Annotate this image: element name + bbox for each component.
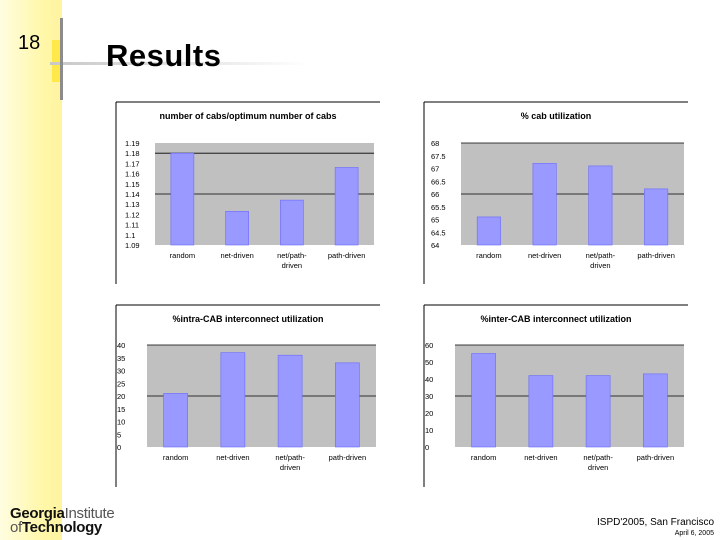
chart-title: %inter-CAB interconnect utilization: [480, 314, 631, 324]
y-tick-label: 1.11: [125, 221, 139, 230]
x-tick-label: path-driven: [637, 453, 675, 462]
y-tick-label: 64: [431, 241, 439, 250]
y-tick-label: 66: [431, 190, 439, 199]
bar: [280, 199, 304, 246]
accent-square: [52, 40, 62, 82]
y-tick-label: 67: [431, 165, 439, 174]
y-tick-label: 15: [117, 405, 125, 414]
y-tick-label: 65.5: [431, 203, 446, 212]
logo-word-institute: Institute: [64, 505, 115, 522]
bar: [277, 354, 303, 448]
chart-title: %intra-CAB interconnect utilization: [172, 314, 323, 324]
y-tick-label: 1.1: [125, 231, 135, 240]
x-tick-label: random: [471, 453, 496, 462]
y-tick-label: 1.13: [125, 200, 140, 209]
x-tick-label: net/path-: [277, 251, 307, 260]
accent-bar-horizontal: [50, 62, 310, 65]
bar: [170, 152, 195, 246]
y-tick-label: 65: [431, 216, 439, 225]
y-tick-label: 25: [117, 379, 125, 388]
y-tick-label: 40: [425, 375, 433, 384]
bar: [334, 167, 359, 246]
slide-number: 18: [18, 32, 41, 54]
y-tick-label: 1.18: [125, 149, 140, 158]
x-tick-label: driven: [280, 463, 300, 472]
bar: [528, 375, 554, 448]
x-tick-label: net-driven: [220, 251, 253, 260]
y-tick-label: 1.15: [125, 180, 140, 189]
bar: [335, 362, 360, 448]
y-tick-label: 20: [117, 392, 125, 401]
footer-venue: ISPD'2005, San Francisco: [597, 517, 714, 528]
georgia-tech-logo: GeorgiaInstitute ofTechnology: [0, 500, 160, 540]
slide-sidebar: [0, 0, 62, 540]
x-tick-label: net-driven: [528, 251, 561, 260]
y-tick-label: 40: [117, 341, 125, 350]
y-tick-label: 1.17: [125, 159, 140, 168]
chart-1: number of cabs/optimum number of cabs 1.0…: [115, 101, 380, 284]
x-tick-label: random: [163, 453, 188, 462]
x-tick-label: driven: [282, 261, 302, 270]
bar: [476, 216, 501, 246]
slide-title: Results: [106, 38, 222, 73]
x-tick-label: path-driven: [329, 453, 367, 462]
chart-3: %intra-CAB interconnect utilization 0 5 10 1…: [115, 304, 380, 487]
logo-line-1: GeorgiaInstitute: [10, 505, 115, 522]
x-tick-label: random: [170, 251, 195, 260]
bar: [532, 163, 557, 246]
y-tick-label: 64.5: [431, 228, 446, 237]
chart-2: % cab utilization 64 64.5 65 65.5 66 66.5 67 67.…: [423, 101, 688, 284]
y-tick-label: 67.5: [431, 152, 446, 161]
bar: [585, 375, 611, 448]
bar: [588, 165, 613, 246]
chart-title: number of cabs/optimum number of cabs: [159, 111, 336, 121]
y-tick-label: 1.09: [125, 241, 140, 250]
y-tick-label: 10: [425, 426, 433, 435]
y-tick-label: 50: [425, 358, 433, 367]
bar: [163, 393, 188, 448]
x-tick-label: net/path-: [586, 251, 616, 260]
y-tick-label: 1.16: [125, 170, 140, 179]
x-tick-label: driven: [590, 261, 610, 270]
x-tick-label: path-driven: [637, 251, 675, 260]
bar: [643, 373, 668, 448]
y-tick-label: 66.5: [431, 177, 446, 186]
x-tick-label: net-driven: [216, 453, 249, 462]
chart-4: %inter-CAB interconnect utilization 0 10 20…: [423, 304, 688, 487]
logo-word-of: of: [10, 519, 22, 536]
logo-line-2: ofTechnology: [10, 519, 102, 536]
bar: [225, 211, 249, 246]
accent-bar-vertical: [60, 18, 63, 100]
x-tick-label: random: [476, 251, 501, 260]
y-tick-label: 0: [117, 443, 121, 452]
y-tick-label: 1.12: [125, 210, 140, 219]
x-tick-label: net/path-: [583, 453, 613, 462]
y-tick-label: 35: [117, 354, 125, 363]
y-tick-label: 20: [425, 409, 433, 418]
y-tick-label: 30: [117, 367, 125, 376]
y-tick-label: 60: [425, 341, 433, 350]
chart-title: % cab utilization: [521, 111, 592, 121]
y-tick-label: 1.14: [125, 190, 140, 199]
x-tick-label: net-driven: [524, 453, 557, 462]
logo-word-technology: Technology: [21, 519, 102, 536]
bar: [644, 188, 669, 246]
y-tick-label: 68: [431, 139, 439, 148]
x-tick-label: net/path-: [275, 453, 305, 462]
x-tick-label: driven: [588, 463, 608, 472]
y-tick-label: 0: [425, 443, 429, 452]
logo-word-georgia: Georgia: [10, 505, 65, 522]
y-tick-label: 30: [425, 392, 433, 401]
y-tick-label: 5: [117, 430, 121, 439]
bar: [471, 353, 496, 448]
x-tick-label: path-driven: [328, 251, 366, 260]
footer-date: April 6, 2005: [674, 530, 714, 537]
bar: [220, 352, 246, 448]
y-tick-label: 10: [117, 418, 125, 427]
y-tick-label: 1.19: [125, 139, 140, 148]
